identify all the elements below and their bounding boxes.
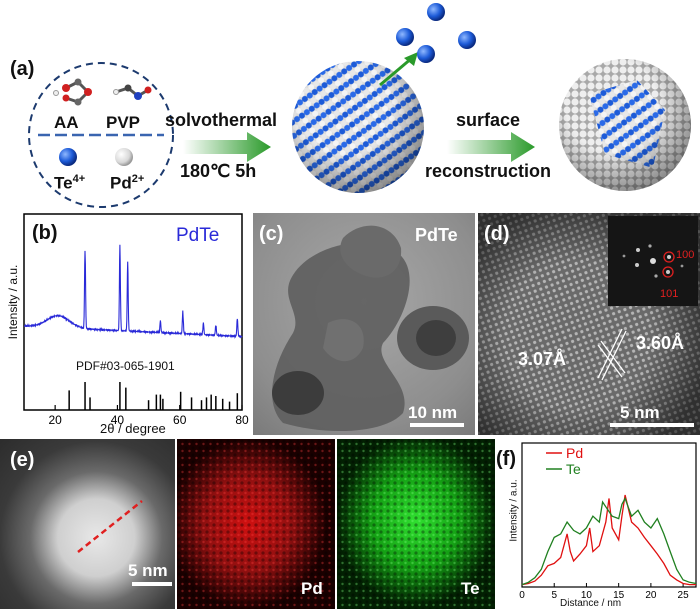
linescan-xtick-label: 5: [551, 590, 557, 601]
hrtem-scale-label: 5 nm: [620, 403, 660, 422]
panel-c-label: (c): [259, 223, 284, 245]
d-spacing-2: 3.60Å: [636, 333, 685, 353]
panel-d-label: (d): [484, 223, 510, 245]
pd-map-image: Pd: [177, 439, 335, 609]
panel-a: (a) AA PVP Te4+ Pd2+: [0, 0, 700, 210]
tem-sample-label: PdTe: [415, 225, 458, 245]
hrtem-scale-bar: [610, 423, 694, 427]
pd-map-label: Pd: [301, 579, 323, 598]
pd-map-icon: [177, 439, 335, 609]
xrd-reference-label: PDF#03-065-1901: [76, 359, 175, 373]
panel-d-hrtem-image: (d) 3.07Å 3.60Å 100 101 5 nm: [478, 213, 700, 435]
tem-scale-bar: [410, 423, 464, 427]
fft-spot-100: 100: [676, 249, 695, 261]
reagent-circle: [28, 62, 174, 208]
te-label: Te4+: [54, 173, 86, 193]
haadf-scale-label: 5 nm: [128, 561, 168, 580]
panel-b-xrd-chart: 20 40 60 80: [23, 213, 249, 427]
te-map-label: Te: [461, 579, 480, 598]
xrd-xtick-label: 80: [235, 413, 249, 427]
panel-f-label: (f): [496, 448, 516, 470]
linescan-xlabel: Distance / nm: [560, 598, 622, 609]
xrd-xtick-label: 60: [173, 413, 187, 427]
panel-b-label: (b): [32, 222, 58, 244]
panel-a-label: (a): [10, 58, 35, 80]
step2-arrow-icon: [447, 132, 535, 162]
xrd-xtick-label: 20: [48, 413, 62, 427]
te-map-icon: [337, 439, 495, 609]
te-map-image: Te: [337, 439, 495, 609]
haadf-linescan-icon: [77, 500, 143, 553]
legend-pd: Pd: [566, 445, 583, 461]
tem-particles-icon: [272, 225, 469, 432]
haadf-scale-bar: [132, 582, 172, 586]
linescan-ylabel: Intensity / a.u.: [508, 479, 520, 542]
fft-inset: 100 101: [608, 216, 698, 306]
tem-scale-label: 10 nm: [408, 403, 458, 422]
panel-f-linescan-chart: 0 5 10 15 20 25 Pd Te: [519, 442, 697, 601]
step2-bottom-label: reconstruction: [425, 161, 552, 181]
pvp-molecule-icon: [113, 84, 152, 100]
step1-arrow-icon: [183, 132, 271, 162]
step1-bottom-label: 180℃ 5h: [180, 161, 257, 181]
d-spacing-1: 3.07Å: [518, 349, 567, 369]
linescan-xtick-label: 10: [581, 590, 593, 601]
step1-top-label: solvothermal: [165, 110, 278, 130]
panel-e-haadf-image: (e) 5 nm: [0, 439, 175, 609]
reconstructed-nanosphere-icon: [559, 59, 691, 191]
linescan-xtick-label: 15: [613, 590, 625, 601]
legend-te: Te: [566, 461, 581, 477]
fft-spot-101: 101: [660, 288, 679, 300]
xrd-pattern-line: [23, 244, 243, 339]
aa-label: AA: [54, 113, 79, 132]
xrd-frame: [23, 213, 243, 411]
xrd-xlabel: 2θ / degree: [100, 421, 166, 436]
fft-pattern-icon: [622, 244, 684, 278]
aa-molecule-icon: [53, 78, 92, 106]
linescan-xtick-label: 25: [678, 590, 690, 601]
pdte-nanosphere-icon: [292, 61, 424, 193]
step2-top-label: surface: [456, 110, 521, 130]
pvp-label: PVP: [106, 113, 141, 132]
xrd-sample-label: PdTe: [176, 225, 220, 246]
te-ion-icon: [59, 148, 77, 166]
pd-ion-icon: [115, 148, 133, 166]
te-profile-line: [521, 496, 697, 586]
release-arrow-icon: [379, 3, 476, 87]
linescan-xtick-label: 0: [519, 590, 525, 601]
linescan-xtick-label: 20: [645, 590, 657, 601]
xrd-ylabel: Intensity / a.u.: [6, 264, 20, 340]
xrd-xtick-label: 40: [111, 413, 125, 427]
panel-e-label: (e): [10, 449, 35, 471]
pd-label: Pd2+: [110, 173, 145, 193]
panel-c-tem-image: (c) PdTe 10 nm: [253, 213, 475, 435]
